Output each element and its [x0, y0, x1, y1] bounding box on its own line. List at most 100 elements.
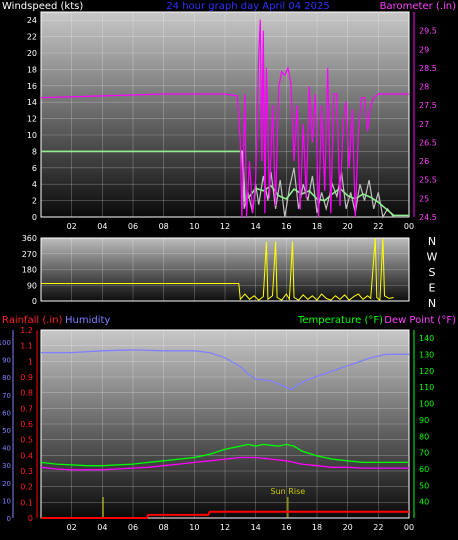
barometer-tick-label: 27	[419, 120, 429, 129]
humidity-line	[41, 349, 409, 391]
direction-tick-label: 360	[22, 234, 37, 243]
humidity-tick-label: 70	[2, 392, 11, 400]
direction-tick-label: 0	[32, 297, 37, 306]
compass-label: W	[427, 251, 438, 264]
temperature-tick-label: 80	[419, 432, 429, 441]
x-tick-label: 00	[404, 222, 414, 231]
rainfall-tick-label: 1.1	[20, 342, 33, 351]
x-tick-label: 18	[312, 523, 322, 532]
temperature-tick-label: 100	[419, 400, 434, 409]
x-tick-label: 02	[67, 523, 77, 532]
windspeed-line	[41, 150, 409, 219]
temperature-tick-label: 60	[419, 465, 429, 474]
rainfall-tick-label: 0.8	[20, 389, 33, 398]
temp-plot-area	[41, 330, 409, 518]
wind-tick-label: 8	[32, 147, 37, 156]
rainfall-tick-label: 0.4	[20, 451, 33, 460]
direction-tick-label: 270	[22, 250, 37, 259]
barometer-tick-label: 28	[419, 83, 429, 92]
compass-label: E	[429, 282, 436, 295]
x-tick-label: 20	[343, 222, 353, 231]
wind-tick-label: 12	[27, 115, 37, 124]
x-tick-label: 16	[281, 523, 291, 532]
sun-rise-label: Sun Rise	[271, 487, 306, 496]
rainfall-tick-label: 0.5	[20, 436, 33, 445]
barometer-tick-label: 26	[419, 157, 429, 166]
barometer-tick-label: 28.5	[419, 64, 437, 73]
barometer-tick-label: 25	[419, 194, 429, 203]
x-tick-label: 14	[251, 523, 261, 532]
wind-plot-area	[41, 12, 409, 217]
barometer-tick-label: 25.5	[419, 176, 437, 185]
x-tick-label: 08	[159, 523, 169, 532]
barometer-axis-title: Barometer (.in)	[380, 1, 456, 12]
compass-label: N	[428, 235, 436, 248]
humidity-tick-label: 90	[2, 357, 11, 365]
temperature-tick-label: 70	[419, 449, 429, 458]
wind-tick-label: 24	[27, 16, 37, 25]
temperature-tick-label: 50	[419, 481, 429, 490]
barometer-line	[40, 19, 409, 218]
rainfall-tick-label: 1.2	[20, 326, 33, 335]
x-tick-label: 04	[97, 222, 107, 231]
wind-tick-label: 18	[27, 65, 37, 74]
x-tick-label: 22	[373, 523, 383, 532]
wind-plot-frame	[40, 11, 410, 218]
temperature-tick-label: 130	[419, 351, 434, 360]
humidity-tick-label: 20	[2, 480, 11, 488]
rainfall-tick-label: 0.9	[20, 373, 33, 382]
compass-label: N	[428, 297, 436, 310]
x-tick-label: 08	[159, 222, 169, 231]
direction-line	[41, 237, 394, 302]
x-tick-label: 20	[343, 523, 353, 532]
rainfall-tick-label: 0.2	[20, 483, 33, 492]
rainfall-tick-label: 0.7	[20, 404, 33, 413]
wind-tick-label: 22	[27, 33, 37, 42]
rainfall-axis-title: Rainfall (.in)	[2, 315, 63, 326]
x-tick-label: 10	[189, 222, 199, 231]
rainfall-tick-label: 0.1	[20, 498, 33, 507]
humidity-tick-label: 40	[2, 445, 11, 453]
humidity-tick-label: 30	[2, 462, 11, 470]
wind-tick-label: 20	[27, 49, 37, 58]
rainfall-tick-label: 0.6	[20, 420, 33, 429]
wind-tick-label: 2	[32, 197, 37, 206]
dewpoint-axis-title: Dew Point (°F)	[384, 315, 456, 326]
humidity-tick-label: 0	[7, 515, 11, 523]
x-tick-label: 12	[220, 222, 230, 231]
temperature-axis-title: Temperature (°F)	[297, 315, 383, 326]
dewpoint-line	[40, 456, 409, 471]
compass-label: S	[429, 266, 436, 279]
rainfall-tick-label: 0	[28, 514, 33, 523]
x-tick-label: 02	[67, 222, 77, 231]
barometer-tick-label: 24.5	[419, 213, 437, 222]
x-tick-label: 10	[189, 523, 199, 532]
humidity-axis-title: Humidity	[65, 315, 110, 326]
humidity-tick-label: 60	[2, 409, 11, 417]
temperature-tick-label: 140	[419, 334, 434, 343]
humidity-tick-label: 100	[0, 339, 11, 347]
temperature-tick-label: 110	[419, 383, 434, 392]
x-tick-label: 06	[128, 523, 138, 532]
x-tick-label: 04	[97, 523, 107, 532]
humidity-tick-label: 10	[2, 497, 11, 505]
wind-tick-label: 10	[27, 131, 37, 140]
wind-axis-title: Windspeed (kts)	[2, 1, 83, 12]
temp-plot-frame	[40, 329, 410, 519]
barometer-tick-label: 27.5	[419, 101, 437, 110]
x-tick-label: 22	[373, 222, 383, 231]
rainfall-tick-label: 0.3	[20, 467, 33, 476]
temperature-tick-label: 90	[419, 416, 429, 425]
humidity-tick-label: 50	[2, 427, 11, 435]
barometer-tick-label: 29.5	[419, 27, 437, 36]
temperature-line	[40, 443, 409, 467]
direction-plot-frame	[40, 237, 410, 302]
x-tick-label: 14	[251, 222, 261, 231]
rainfall-line	[41, 510, 409, 519]
barometer-tick-label: 26.5	[419, 138, 437, 147]
direction-tick-label: 180	[22, 266, 37, 275]
direction-tick-label: 90	[27, 281, 37, 290]
wind-tick-label: 4	[32, 180, 37, 189]
x-tick-label: 12	[220, 523, 230, 532]
